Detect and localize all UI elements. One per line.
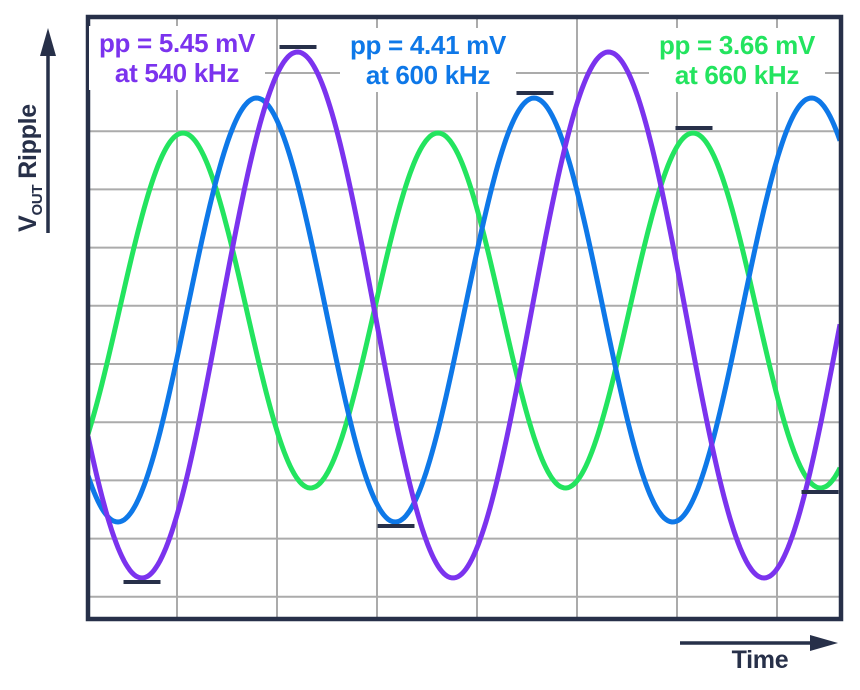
annotation-660khz: pp = 3.66 mV at 660 kHz [649,28,825,92]
waveform-540khz [90,49,839,581]
annotation-540khz-freq: at 540 kHz [114,58,240,88]
y-axis-arrow [40,28,56,233]
annotation-660khz-freq: at 660 kHz [674,60,800,90]
annotation-600khz-pp: pp = 4.41 mV [349,30,507,60]
x-axis-arrow [680,635,838,651]
annotation-600khz-freq: at 600 kHz [365,60,491,90]
waveform-600khz [90,95,839,525]
plot-border [85,14,844,622]
waveform-660khz [90,130,839,491]
x-axis-label: Time [731,646,789,674]
annotation-540khz-pp: pp = 5.45 mV [98,28,256,58]
y-axis-label-text: Ripple [14,104,42,179]
annotation-660khz-pp: pp = 3.66 mV [658,30,816,60]
y-axis-subscript: OUT [29,184,46,216]
y-axis-label: VOUT Ripple [14,97,46,239]
annotation-540khz: pp = 5.45 mV at 540 kHz [89,26,265,90]
y-axis-symbol: V [14,215,42,232]
annotation-600khz: pp = 4.41 mV at 600 kHz [340,28,516,92]
